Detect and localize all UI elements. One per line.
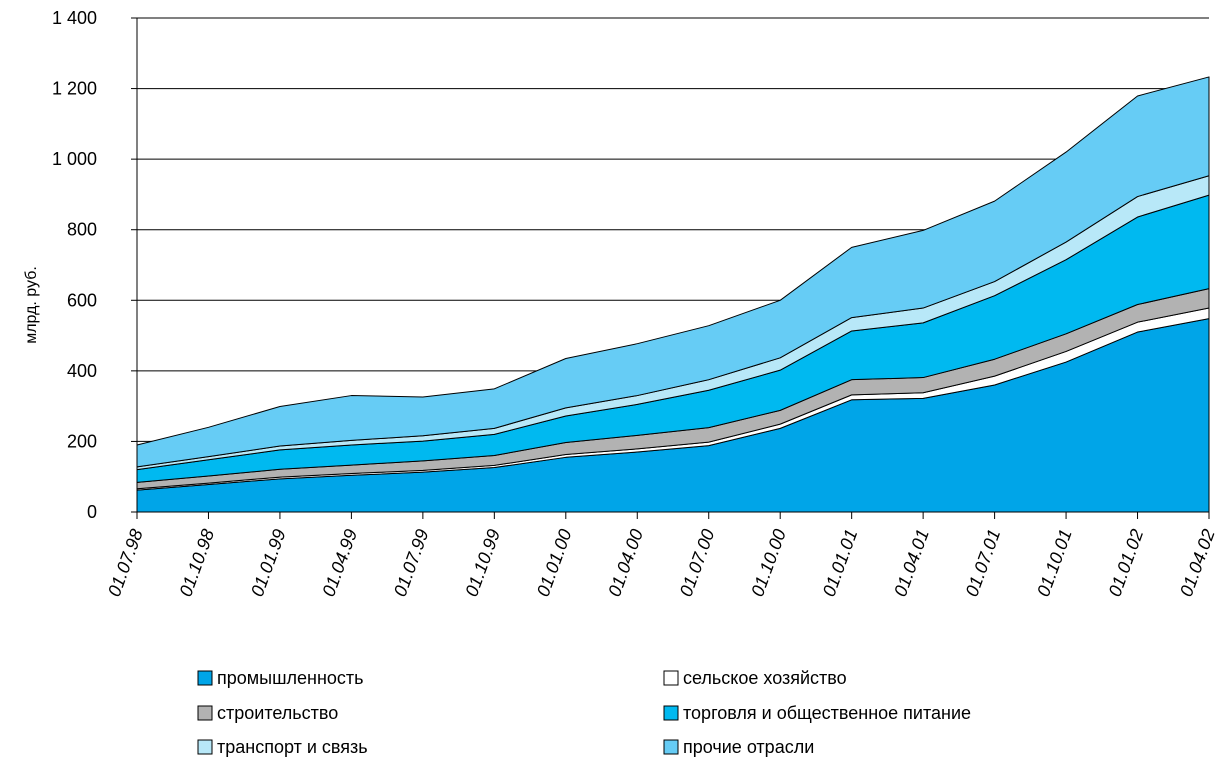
x-tick-label: 01.07.98 [104,527,147,600]
legend-swatch [197,670,213,686]
legend-item: промышленность [197,668,364,688]
y-tick-label: 1 400 [52,8,97,28]
legend-item: торговля и общественное питание [663,703,971,723]
x-tick-label: 01.04.00 [604,527,647,600]
legend-label: торговля и общественное питание [683,703,971,723]
x-tick-label: 01.01.00 [533,527,576,600]
legend-item: прочие отрасли [663,737,814,757]
x-tick-label: 01.10.98 [175,527,218,600]
legend-item: сельское хозяйство [663,668,847,688]
legend-item: транспорт и связь [197,737,368,757]
legend-swatch [663,670,679,686]
x-tick-label: 01.07.00 [676,527,719,600]
legend-swatch [663,739,679,755]
y-tick-label: 800 [67,220,97,240]
legend-swatch [197,705,213,721]
legend-swatch [197,739,213,755]
x-tick-label: 01.04.99 [318,527,361,600]
y-tick-label: 200 [67,431,97,451]
legend-swatch [663,705,679,721]
y-tick-label: 600 [67,290,97,310]
x-tick-label: 01.10.00 [747,527,790,600]
x-tick-label: 01.10.99 [461,527,504,600]
x-tick-label: 01.07.99 [390,527,433,600]
y-tick-label: 1 200 [52,79,97,99]
legend-item: строительство [197,703,338,723]
x-tick-label: 01.10.01 [1033,527,1076,600]
x-tick-label: 01.07.01 [962,527,1005,600]
legend-label: прочие отрасли [683,737,814,757]
y-tick-label: 400 [67,361,97,381]
y-tick-label: 1 000 [52,149,97,169]
y-tick-label: 0 [87,502,97,522]
x-tick-label: 01.01.01 [819,527,862,600]
legend-label: строительство [217,703,338,723]
x-tick-label: 01.01.02 [1105,527,1148,600]
y-axis-label: млрд. руб. [23,266,40,344]
legend-label: промышленность [217,668,364,688]
x-tick-label: 01.01.99 [247,527,290,600]
x-tick-label: 01.04.02 [1176,527,1219,600]
x-tick-label: 01.04.01 [890,527,933,600]
area-series-6 [136,76,1210,468]
legend-label: сельское хозяйство [683,668,847,688]
legend-label: транспорт и связь [217,737,368,757]
